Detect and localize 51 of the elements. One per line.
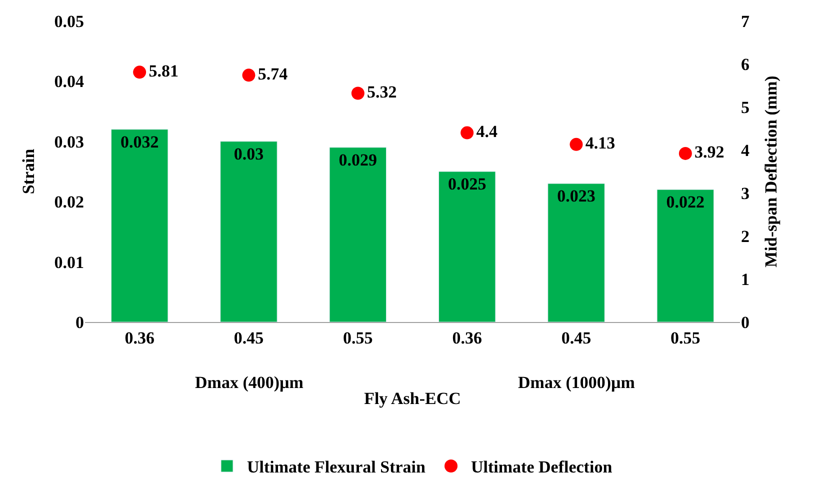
bar — [438, 171, 496, 322]
y2-tick-label: 0 — [741, 312, 750, 332]
x-tick-label: 0.45 — [561, 328, 592, 348]
data-label: 3.92 — [694, 142, 724, 162]
x-tick-label: 0.45 — [234, 328, 264, 348]
point — [460, 126, 474, 140]
y-axis-title: Strain — [18, 148, 38, 194]
legend-label: Ultimate Deflection — [471, 458, 613, 477]
bar — [656, 189, 714, 322]
data-label: 0.023 — [557, 186, 596, 206]
y2-axis-title: Mid-span Deflection (mm) — [761, 76, 780, 268]
y-tick-label: 0.05 — [54, 12, 84, 31]
text: Dmax (1000)µm — [518, 373, 635, 392]
data-label: 0.029 — [338, 150, 378, 170]
point — [351, 86, 364, 100]
x-tick-label: 0.55 — [343, 328, 373, 348]
y2-tick-label: 5 — [741, 98, 750, 117]
bar — [548, 183, 605, 322]
y2-tick-label: 3 — [741, 184, 750, 203]
y-tick-label: 0 — [76, 312, 84, 332]
data-label: 0.032 — [120, 132, 159, 152]
y2-tick-label: 6 — [741, 54, 750, 74]
y-tick-label: 0.02 — [54, 192, 84, 212]
y2-tick-label: 4 — [741, 140, 750, 160]
y-tick-label: 0.03 — [54, 132, 84, 152]
data-label: 0.03 — [234, 144, 264, 164]
data-label: 5.74 — [258, 64, 288, 84]
x-tick-label: 0.36 — [124, 328, 154, 348]
point — [133, 66, 146, 79]
data-label: 4.13 — [585, 134, 616, 153]
x-tick-label: 0.55 — [670, 328, 700, 348]
text: Dmax (400)µm — [195, 373, 304, 392]
x-axis-title: Fly Ash-ECC — [364, 388, 461, 408]
bar — [220, 141, 278, 322]
data-label: 4.4 — [476, 122, 498, 142]
y-tick-label: 0.04 — [54, 72, 84, 92]
point — [242, 68, 256, 82]
bar — [110, 129, 168, 322]
y2-tick-label: 1 — [741, 270, 750, 289]
y2-tick-label: 2 — [741, 226, 750, 246]
bar — [329, 147, 387, 322]
data-label: 0.025 — [448, 174, 486, 194]
data-label: 5.81 — [148, 61, 178, 80]
x-tick-label: 0.36 — [452, 328, 482, 348]
y2-tick-label: 7 — [741, 12, 750, 31]
y-tick-label: 0.01 — [54, 252, 84, 272]
legend-label: Ultimate Flexural Strain — [247, 458, 426, 477]
data-label: 0.022 — [666, 192, 705, 212]
point — [678, 146, 692, 160]
point — [570, 138, 583, 151]
data-label: 5.32 — [367, 82, 397, 102]
